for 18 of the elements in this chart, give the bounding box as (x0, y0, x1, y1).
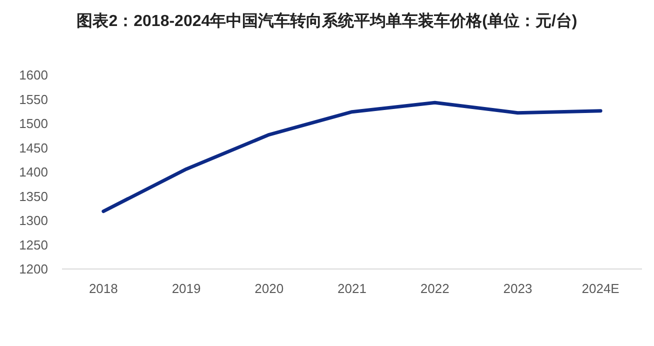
x-tick-label: 2019 (172, 281, 201, 296)
x-tick-label: 2022 (420, 281, 450, 296)
y-tick-label: 1200 (19, 262, 48, 276)
x-tick-label: 2024E (582, 281, 620, 296)
y-tick-label: 1500 (19, 116, 48, 131)
x-tick-label: 2020 (254, 281, 284, 296)
y-tick-label: 1450 (19, 140, 48, 156)
y-tick-label: 1550 (19, 92, 48, 107)
x-tick-label: 2021 (338, 281, 366, 296)
line-series (102, 100, 602, 214)
x-tick-label: 2023 (503, 281, 532, 296)
y-tick-label: 1400 (19, 164, 48, 180)
x-tick-label: 2018 (88, 281, 118, 296)
y-tick-label: 1350 (19, 188, 48, 204)
chart-title: 图表2：2018-2024年中国汽车转向系统平均单车装车价格(单位：元/台) (76, 12, 578, 30)
y-tick-label: 1600 (19, 68, 48, 82)
y-tick-label: 1250 (19, 237, 48, 252)
y-tick-label: 1300 (19, 213, 48, 228)
